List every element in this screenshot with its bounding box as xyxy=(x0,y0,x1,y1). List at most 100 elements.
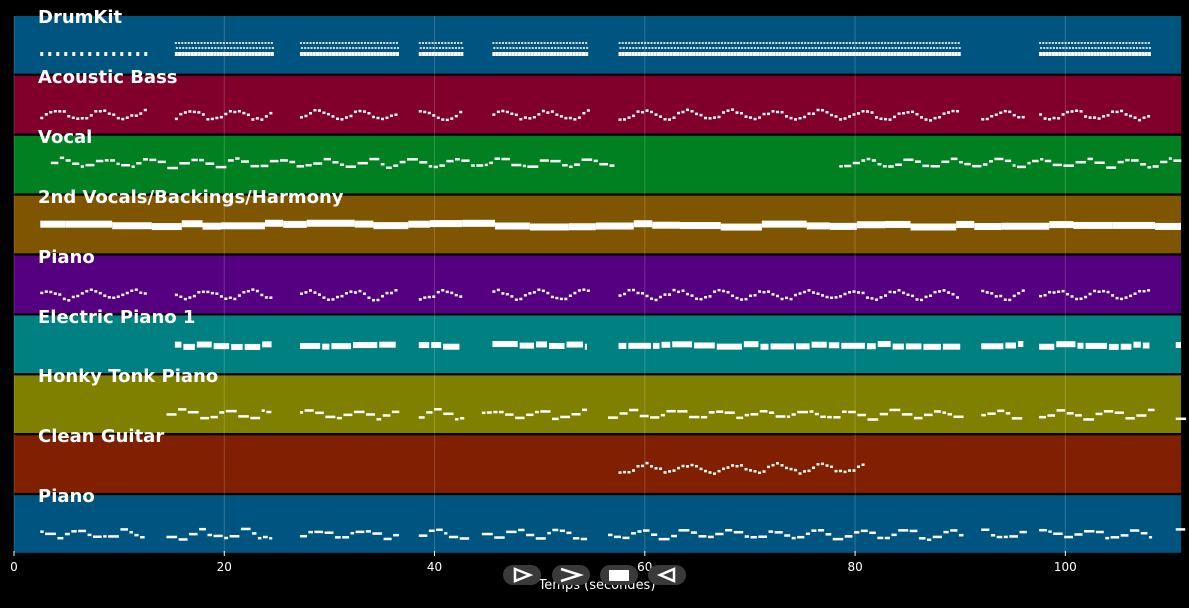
note xyxy=(999,295,1002,298)
note xyxy=(754,47,756,49)
note xyxy=(1125,417,1134,420)
note xyxy=(197,42,199,44)
note xyxy=(1145,52,1148,56)
note xyxy=(181,52,184,56)
note xyxy=(981,118,984,121)
note xyxy=(887,52,890,56)
note xyxy=(526,534,534,537)
note xyxy=(817,292,820,295)
note xyxy=(948,52,951,56)
note xyxy=(790,298,793,301)
note xyxy=(939,52,942,56)
note xyxy=(1109,52,1112,56)
note xyxy=(807,42,809,44)
note xyxy=(185,47,187,49)
note xyxy=(910,52,913,56)
note xyxy=(1129,295,1132,298)
note xyxy=(247,114,250,117)
note xyxy=(803,470,806,473)
note xyxy=(252,42,254,44)
note xyxy=(919,52,922,56)
note xyxy=(256,47,258,49)
note xyxy=(812,342,827,348)
note xyxy=(608,534,613,537)
note xyxy=(192,47,194,49)
note xyxy=(248,42,250,44)
fast-forward-button[interactable] xyxy=(552,565,590,585)
note xyxy=(686,465,689,468)
note xyxy=(210,52,213,56)
note xyxy=(120,52,123,56)
note xyxy=(560,115,563,118)
note xyxy=(880,118,883,121)
note xyxy=(756,52,759,56)
note xyxy=(495,157,500,160)
note xyxy=(692,42,694,44)
note xyxy=(1122,52,1125,56)
note xyxy=(898,47,900,49)
rewind-button[interactable] xyxy=(648,565,686,585)
note xyxy=(875,298,878,301)
note xyxy=(444,42,446,44)
note xyxy=(356,531,365,534)
note xyxy=(1141,42,1143,44)
note xyxy=(839,118,842,121)
note xyxy=(204,42,206,44)
note xyxy=(441,52,444,56)
play-button[interactable] xyxy=(503,565,541,585)
note xyxy=(354,411,365,414)
note xyxy=(897,52,900,56)
note xyxy=(423,47,425,49)
note xyxy=(346,47,348,49)
note xyxy=(709,117,712,120)
note xyxy=(1096,413,1103,416)
note xyxy=(930,47,932,49)
note xyxy=(471,164,475,167)
note xyxy=(567,47,569,49)
note xyxy=(818,47,820,49)
note xyxy=(727,109,730,112)
note xyxy=(728,47,730,49)
note xyxy=(420,47,422,49)
note xyxy=(366,530,371,533)
note xyxy=(1078,47,1080,49)
note xyxy=(54,292,57,295)
note xyxy=(238,294,241,297)
note xyxy=(332,52,335,56)
note xyxy=(641,465,644,468)
note xyxy=(178,52,181,56)
note xyxy=(189,533,198,536)
note xyxy=(1064,536,1073,539)
note xyxy=(512,42,514,44)
note xyxy=(1004,536,1008,539)
note xyxy=(835,115,838,118)
note xyxy=(216,42,218,44)
note xyxy=(345,116,348,119)
track-label: Piano xyxy=(38,249,95,267)
note xyxy=(799,117,802,120)
note xyxy=(791,42,793,44)
note xyxy=(508,42,510,44)
note xyxy=(381,118,384,121)
stop-button[interactable] xyxy=(600,565,638,585)
note xyxy=(228,159,234,162)
note xyxy=(922,165,929,168)
note xyxy=(229,110,232,113)
note xyxy=(322,344,329,350)
note xyxy=(71,530,76,533)
note xyxy=(65,533,70,536)
note xyxy=(622,42,624,44)
note xyxy=(560,298,563,301)
note xyxy=(390,42,392,44)
note xyxy=(501,292,504,295)
note xyxy=(619,471,622,474)
note xyxy=(609,164,614,167)
note xyxy=(650,111,653,114)
note xyxy=(732,47,734,49)
note xyxy=(737,52,740,56)
note xyxy=(322,52,325,56)
note xyxy=(182,220,203,227)
note xyxy=(1062,290,1065,293)
note xyxy=(256,290,259,293)
note xyxy=(261,52,264,56)
